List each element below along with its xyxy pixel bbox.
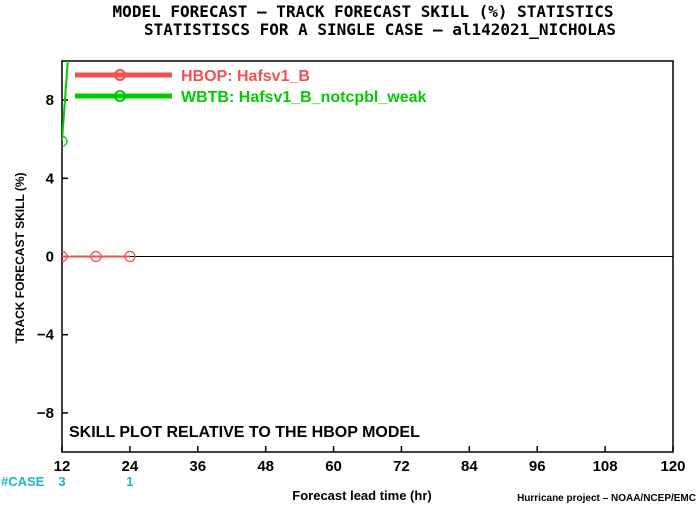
- y-tick-label: 4: [46, 170, 55, 187]
- legend-marker-wbtb: [114, 90, 126, 102]
- case-count-value: 3: [58, 474, 65, 489]
- x-tick-label: 96: [529, 458, 546, 475]
- y-tick-label: 0: [46, 249, 54, 266]
- chart-title: MODEL FORECAST – TRACK FORECAST SKILL (%…: [113, 2, 614, 21]
- x-tick-label: 84: [461, 458, 478, 475]
- credit-text: Hurricane project – NOAA/NCEP/EMC: [517, 493, 696, 504]
- x-tick-label: 60: [325, 458, 342, 475]
- case-count-label: #CASE: [1, 474, 45, 489]
- data-point-hbop: [90, 250, 102, 263]
- y-tick-label: 8: [46, 92, 54, 109]
- legend-label-hbop: HBOP: Hafsv1_B: [181, 68, 310, 85]
- x-tick-label: 72: [393, 458, 410, 475]
- x-tick-label: 120: [660, 458, 685, 475]
- data-point-wbtb: [62, 135, 68, 147]
- legend-marker-hbop: [114, 69, 126, 81]
- series-line-wbtb: [62, 61, 69, 142]
- legend: HBOP: Hafsv1_B WBTB: Hafsv1_B_notcpbl_we…: [75, 68, 426, 106]
- x-tick-label: 24: [122, 458, 139, 475]
- chart-subtitle: STATISTISCS FOR A SINGLE CASE – al142021…: [144, 20, 616, 39]
- y-axis-label: TRACK FORECAST SKILL (%): [13, 172, 27, 343]
- x-tick-label: 12: [54, 458, 71, 475]
- skill-plot-annotation: SKILL PLOT RELATIVE TO THE HBOP MODEL: [69, 424, 420, 441]
- case-count-value: 1: [126, 474, 133, 489]
- x-axis-label: Forecast lead time (hr): [292, 488, 431, 503]
- legend-label-wbtb: WBTB: Hafsv1_B_notcpbl_weak: [181, 89, 426, 106]
- x-tick-label: 48: [257, 458, 274, 475]
- x-tick-label: 108: [593, 458, 618, 475]
- y-tick-label: −4: [37, 327, 55, 344]
- y-tick-label: −8: [37, 405, 54, 422]
- data-point-hbop: [62, 250, 68, 263]
- x-tick-label: 36: [189, 458, 206, 475]
- data-point-hbop: [124, 250, 136, 263]
